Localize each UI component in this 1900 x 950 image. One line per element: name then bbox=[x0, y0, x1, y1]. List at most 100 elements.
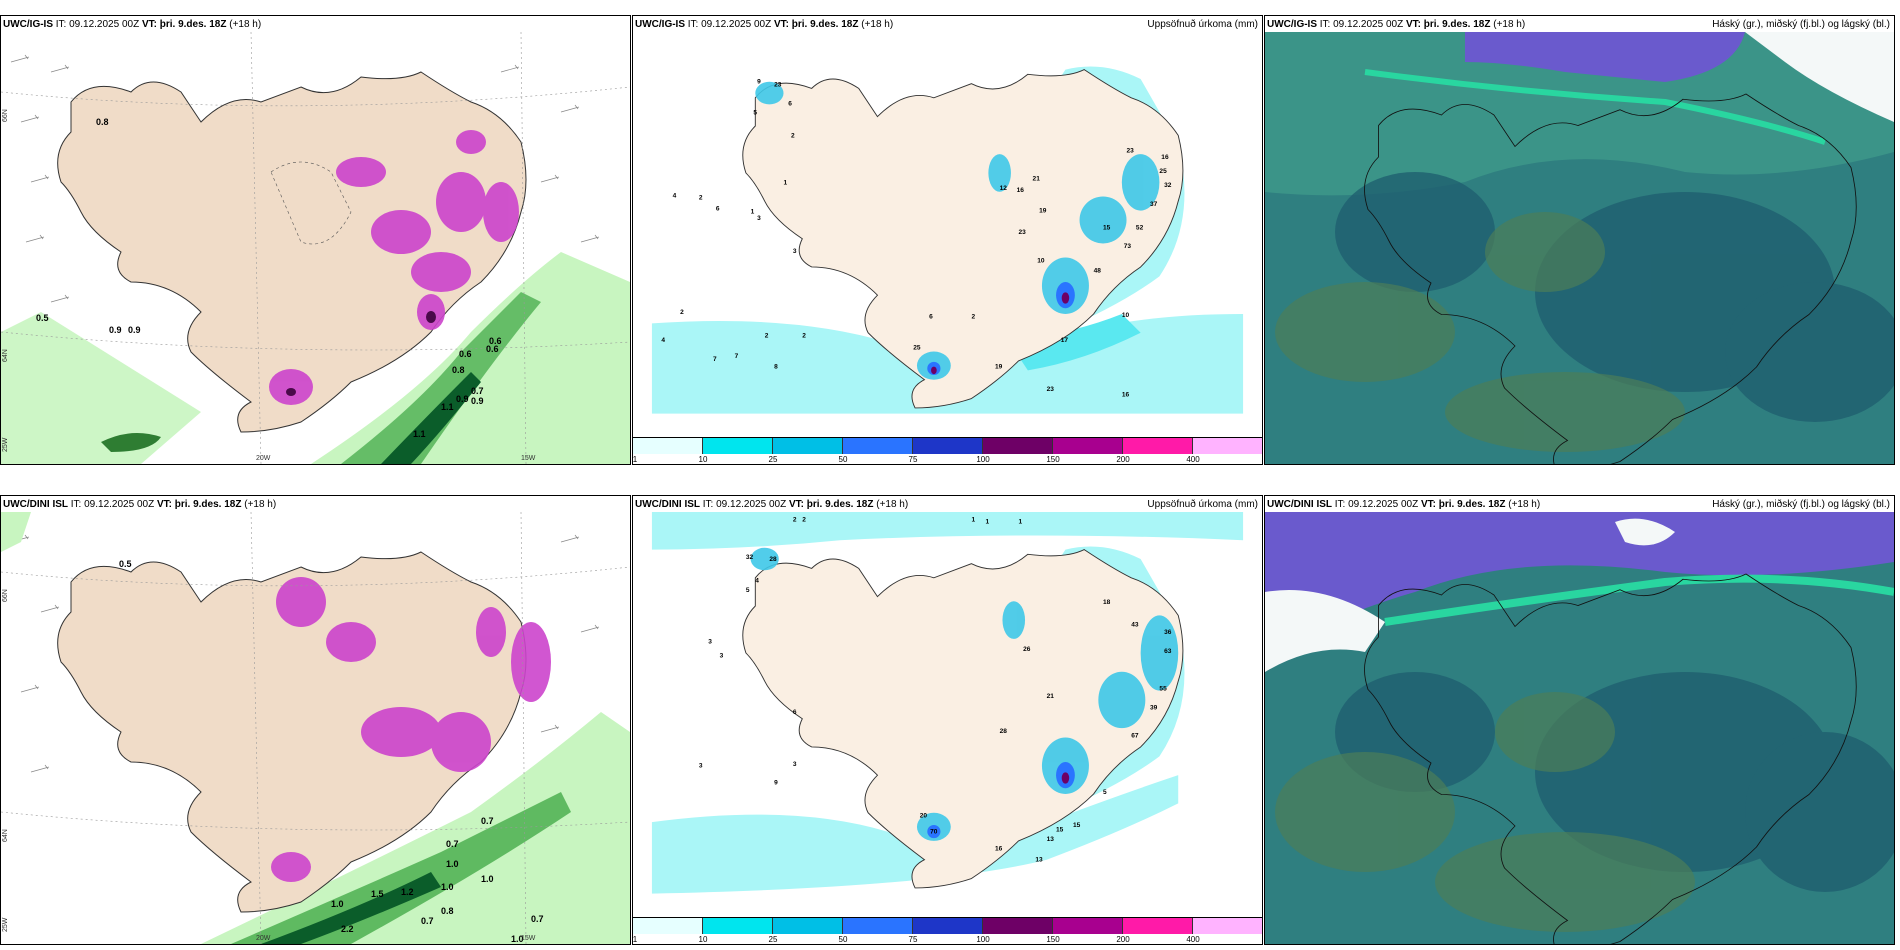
precip-label: 1 bbox=[986, 518, 990, 525]
precip-label: 26 bbox=[1023, 646, 1031, 653]
precip-label: 63 bbox=[1164, 648, 1172, 655]
legend-swatch bbox=[1053, 918, 1123, 934]
precip-label: 18 bbox=[1103, 599, 1111, 606]
precip-label: 13 bbox=[1047, 836, 1055, 843]
cloud-panel-dini: UWC/DINI ISL IT: 09.12.2025 00Z VT: þri.… bbox=[1264, 495, 1895, 945]
wind-label: 1.0 bbox=[331, 899, 344, 909]
precip-label: 5 bbox=[753, 110, 757, 117]
panel-title: UWC/DINI ISL IT: 09.12.2025 00Z VT: þri.… bbox=[3, 499, 277, 510]
precip-map: 23 9 5 6 2 1 4 2 6 1 3 3 2 4 2 2 7 7 8 2… bbox=[651, 32, 1244, 414]
precip-label: 23 bbox=[774, 82, 782, 89]
wind-label: 1.1 bbox=[441, 402, 454, 412]
iceland-outline bbox=[1364, 93, 1857, 464]
precip-label: 7 bbox=[713, 356, 717, 363]
legend-ticks: 1 10 25 50 75 100 150 200 400 bbox=[632, 455, 1200, 464]
wind-label: 0.9 bbox=[456, 394, 469, 404]
wind-label: 0.6 bbox=[459, 349, 472, 359]
precip-label: 4 bbox=[755, 577, 759, 584]
cloud-title: Háský (gr.), miðský (fj.bl.) og lágský (… bbox=[1712, 499, 1890, 510]
precip-label: 48 bbox=[1094, 268, 1102, 275]
precip-panel-dini: UWC/DINI ISL IT: 09.12.2025 00Z VT: þri.… bbox=[632, 495, 1263, 945]
lon-label: 20W bbox=[256, 455, 271, 462]
wind-label: 1.0 bbox=[441, 882, 454, 892]
wind-label: 0.6 bbox=[486, 344, 499, 354]
wind-precip-map: 0.8 0.5 0.9 0.9 0.6 0.7 0.6 0.6 0.8 1.1 … bbox=[1, 32, 630, 464]
precip-label: 15 bbox=[1073, 822, 1081, 829]
precip-label: 2 bbox=[793, 516, 797, 523]
cloud-title: Háský (gr.), miðský (fj.bl.) og lágský (… bbox=[1712, 19, 1890, 30]
precip-label: 16 bbox=[995, 845, 1003, 852]
iceland-outline bbox=[57, 551, 527, 913]
wind-label: 1.1 bbox=[413, 429, 426, 439]
precip-label: 6 bbox=[788, 100, 792, 107]
precip-label: 19 bbox=[1039, 207, 1047, 214]
precip-label: 28 bbox=[1000, 728, 1008, 735]
precip-label: 21 bbox=[1047, 693, 1055, 700]
legend-swatch bbox=[913, 918, 983, 934]
lat-label: 64N bbox=[2, 829, 9, 842]
lon-label: 20W bbox=[256, 935, 271, 942]
precip-label: 37 bbox=[1150, 201, 1158, 208]
precip-label: 39 bbox=[1150, 704, 1158, 711]
lat-label: 66N bbox=[2, 589, 9, 602]
wind-precip-map: 0.5 0.7 0.7 1.0 1.0 1.0 1.2 1.5 1.0 2.2 … bbox=[1, 512, 630, 944]
precip-label: 55 bbox=[1159, 686, 1167, 693]
wind-label: 1.2 bbox=[401, 887, 414, 897]
legend-swatch bbox=[703, 438, 773, 454]
precip-label: 2 bbox=[802, 516, 806, 523]
legend-swatch bbox=[843, 438, 913, 454]
legend-swatch bbox=[1053, 438, 1123, 454]
legend-swatch bbox=[633, 918, 703, 934]
precip-label: 20 bbox=[920, 812, 928, 819]
precip-label: 28 bbox=[769, 556, 777, 563]
wind-label: 0.9 bbox=[128, 325, 141, 335]
wind-map-panel-igis: UWC/IG-IS IT: 09.12.2025 00Z VT: þri. 9.… bbox=[0, 15, 631, 465]
panel-title: UWC/IG-IS IT: 09.12.2025 00Z VT: þri. 9.… bbox=[635, 19, 894, 30]
legend-swatch bbox=[773, 438, 843, 454]
legend-ticks: 1 10 25 50 75 100 150 200 400 bbox=[632, 935, 1200, 944]
precip-label: 23 bbox=[1047, 386, 1055, 393]
iceland-outline bbox=[1364, 573, 1857, 944]
wind-label: 0.7 bbox=[471, 386, 484, 396]
panel-title: UWC/IG-IS IT: 09.12.2025 00Z VT: þri. 9.… bbox=[1267, 19, 1526, 30]
precip-label: 16 bbox=[1161, 154, 1169, 161]
legend-swatch bbox=[773, 918, 843, 934]
wind-label: 0.9 bbox=[471, 396, 484, 406]
precip-label: 3 bbox=[793, 248, 797, 255]
lon-label: 25W bbox=[2, 437, 9, 452]
lat-label: 66N bbox=[2, 109, 9, 122]
precip-label: 2 bbox=[680, 309, 684, 316]
wind-label: 1.0 bbox=[511, 934, 524, 944]
precip-label: 5 bbox=[746, 587, 750, 594]
precip-label: 25 bbox=[913, 345, 921, 352]
iceland-outline bbox=[742, 69, 1184, 409]
precip-label: 16 bbox=[1017, 187, 1025, 194]
precip-label: 3 bbox=[708, 639, 712, 646]
precip-label: 3 bbox=[757, 215, 761, 222]
legend-swatch bbox=[843, 918, 913, 934]
precip-title: Uppsöfnuð úrkoma (mm) bbox=[1147, 19, 1258, 30]
wind-label: 1.5 bbox=[371, 889, 384, 899]
precip-label: 1 bbox=[751, 208, 755, 215]
legend-swatch bbox=[1123, 918, 1193, 934]
precip-label: 4 bbox=[673, 192, 677, 199]
precip-label: 67 bbox=[1131, 733, 1139, 740]
precip-label: 32 bbox=[1164, 182, 1172, 189]
precip-map: 2 2 1 1 1 32 28 4 5 3 3 3 6 9 20 70 3 16… bbox=[651, 512, 1244, 894]
precip-label: 2 bbox=[971, 314, 975, 321]
precip-label: 2 bbox=[791, 132, 795, 139]
cloud-map bbox=[1265, 512, 1894, 944]
precip-label: 23 bbox=[1127, 147, 1135, 154]
precip-label: 9 bbox=[774, 780, 778, 787]
precip-label: 36 bbox=[1164, 629, 1172, 636]
wind-map-panel-dini: UWC/DINI ISL IT: 09.12.2025 00Z VT: þri.… bbox=[0, 495, 631, 945]
wind-label: 2.2 bbox=[341, 924, 354, 934]
legend-swatch bbox=[703, 918, 773, 934]
precip-label: 2 bbox=[699, 194, 703, 201]
legend-swatch bbox=[1123, 438, 1193, 454]
wind-label: 0.5 bbox=[36, 313, 49, 323]
precip-label: 6 bbox=[929, 314, 933, 321]
precip-label: 16 bbox=[1122, 392, 1130, 399]
precip-label: 25 bbox=[1159, 168, 1167, 175]
precip-label: 3 bbox=[720, 653, 724, 660]
